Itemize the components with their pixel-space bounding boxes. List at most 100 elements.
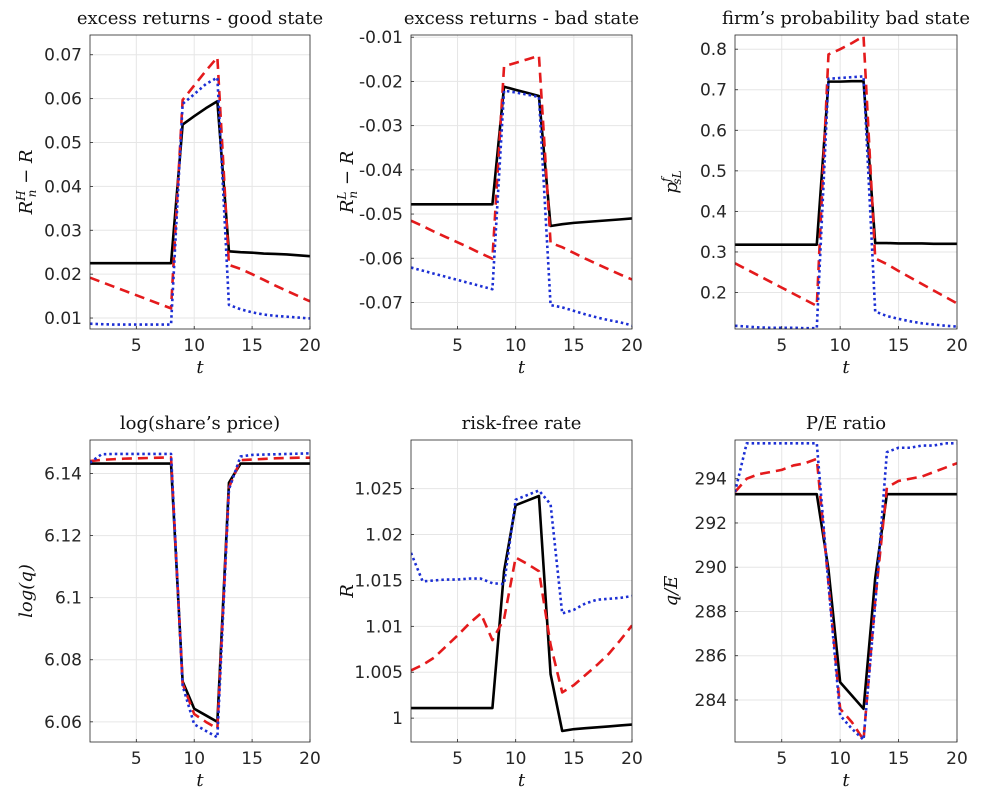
x-tick-label: 15 (888, 336, 910, 356)
series-group (735, 442, 957, 742)
x-tick-label: 5 (776, 336, 787, 356)
x-tick-label: 5 (131, 749, 142, 769)
axes-box (89, 439, 311, 743)
y-tick-label: 290 (695, 558, 727, 578)
panel-4: 5 10 15 20 6.06 6.08 6.1 6.12 6.14 log(share’s pr… (16, 413, 321, 791)
y-tick-label: 0.05 (44, 134, 82, 154)
y-tick-label: 0.7 (700, 81, 727, 101)
y-tick-label: -0.04 (359, 161, 403, 181)
series-line-dotted (411, 489, 632, 615)
series-group (735, 35, 957, 329)
y-axis-label: log(q) (16, 564, 37, 618)
y-tick-label: 0.02 (44, 265, 82, 285)
x-tick-label: 5 (776, 749, 787, 769)
series-line-solid (90, 99, 310, 265)
y-tick-label: -0.06 (359, 249, 403, 269)
x-tick-label: 5 (452, 749, 463, 769)
grid (90, 440, 311, 742)
series-line-solid (735, 79, 957, 246)
panel-title: risk-free rate (462, 413, 582, 434)
x-tick-label: 15 (241, 749, 263, 769)
x-tick-label: 20 (299, 336, 321, 356)
x-tick-label: 5 (131, 336, 142, 356)
y-axis-label: q/E (661, 576, 682, 607)
axes-box (734, 34, 958, 330)
grid (411, 440, 633, 742)
y-tick-label: 0.06 (44, 90, 82, 110)
y-tick-label: 1.015 (354, 571, 403, 591)
y-tick-label: 0.3 (700, 243, 727, 263)
y-tick-label: 292 (695, 514, 727, 534)
grid (735, 440, 958, 742)
y-tick-label: -0.07 (359, 293, 403, 313)
series-line-solid (411, 494, 632, 733)
x-tick-label: 20 (621, 336, 643, 356)
y-tick-label: 6.14 (44, 465, 82, 485)
x-axis-label: t (518, 357, 526, 378)
panel-title: P/E ratio (806, 413, 886, 434)
y-axis-label: pfsL (659, 170, 684, 193)
panel-1: 5 10 15 20 0.01 0.02 0.03 0.04 0.05 0.06 0.07 exces… (14, 8, 323, 378)
series-group (411, 489, 632, 733)
x-tick-label: 5 (452, 336, 463, 356)
series-line-dotted (90, 452, 310, 739)
x-tick-label: 15 (888, 749, 910, 769)
y-tick-label: 1.025 (354, 480, 403, 500)
series-line-solid (411, 85, 632, 228)
y-tick-label: 0.4 (700, 202, 727, 222)
series-line-dotted (411, 89, 632, 327)
panel-6: 5 10 15 20 284 286 288 290 292 294 P/E ratio t q/E (661, 413, 968, 791)
x-axis-label: t (842, 770, 850, 791)
y-tick-label: 0.04 (44, 177, 82, 197)
panel-3: 5 10 15 20 0.2 0.3 0.4 0.5 0.6 0.7 0.8 firm’s proba… (659, 8, 970, 378)
y-tick-label: 1.005 (354, 663, 403, 683)
x-tick-label: 15 (563, 336, 585, 356)
axes-box (410, 34, 633, 330)
x-tick-label: 20 (946, 749, 968, 769)
series-line-dashed (90, 456, 310, 730)
series-line-dotted (735, 442, 957, 742)
x-tick-label: 20 (299, 749, 321, 769)
y-tick-label: 0.03 (44, 221, 82, 241)
x-tick-label: 10 (183, 749, 205, 769)
x-axis-label: t (196, 357, 204, 378)
y-tick-label: 0.5 (700, 162, 727, 182)
y-tick-label: 1 (392, 709, 403, 729)
y-axis-label: R (337, 584, 358, 599)
y-tick-label: -0.03 (359, 117, 403, 137)
x-tick-label: 20 (621, 749, 643, 769)
y-tick-label: 1.01 (365, 617, 403, 637)
axes-box (410, 439, 633, 743)
y-tick-label: 6.08 (44, 651, 82, 671)
panel-title: excess returns - bad state (404, 8, 639, 29)
y-tick-label: 0.01 (44, 309, 82, 329)
series-line-dashed (411, 54, 632, 281)
y-tick-label: 0.8 (700, 40, 727, 60)
y-tick-label: -0.05 (359, 205, 403, 225)
panel-5: 5 10 15 20 1 1.005 1.01 1.015 1.02 1.025 risk-free… (337, 413, 643, 791)
y-tick-label: -0.02 (359, 72, 403, 92)
y-tick-label: 6.1 (55, 589, 82, 609)
series-group (90, 452, 310, 739)
x-tick-label: 15 (563, 749, 585, 769)
y-tick-label: 0.2 (700, 284, 727, 304)
x-axis-label: t (842, 357, 850, 378)
y-tick-label: 0.6 (700, 121, 727, 141)
x-tick-label: 10 (505, 336, 527, 356)
series-line-dashed (735, 35, 957, 308)
series-line-dashed (90, 56, 310, 310)
axes-box (734, 439, 958, 743)
x-tick-label: 15 (241, 336, 263, 356)
x-tick-label: 10 (183, 336, 205, 356)
x-tick-label: 10 (505, 749, 527, 769)
y-tick-label: 284 (695, 691, 727, 711)
panel-title: excess returns - good state (77, 8, 323, 29)
x-tick-label: 10 (829, 336, 851, 356)
x-axis-label: t (518, 770, 526, 791)
panel-2: 5 10 15 20 -0.07 -0.06 -0.05 -0.04 -0.03 -0.02 -0.… (335, 8, 643, 378)
grid (411, 35, 633, 329)
y-tick-label: 294 (695, 470, 727, 490)
y-tick-label: 0.07 (44, 46, 82, 66)
y-tick-label: 6.06 (44, 713, 82, 733)
